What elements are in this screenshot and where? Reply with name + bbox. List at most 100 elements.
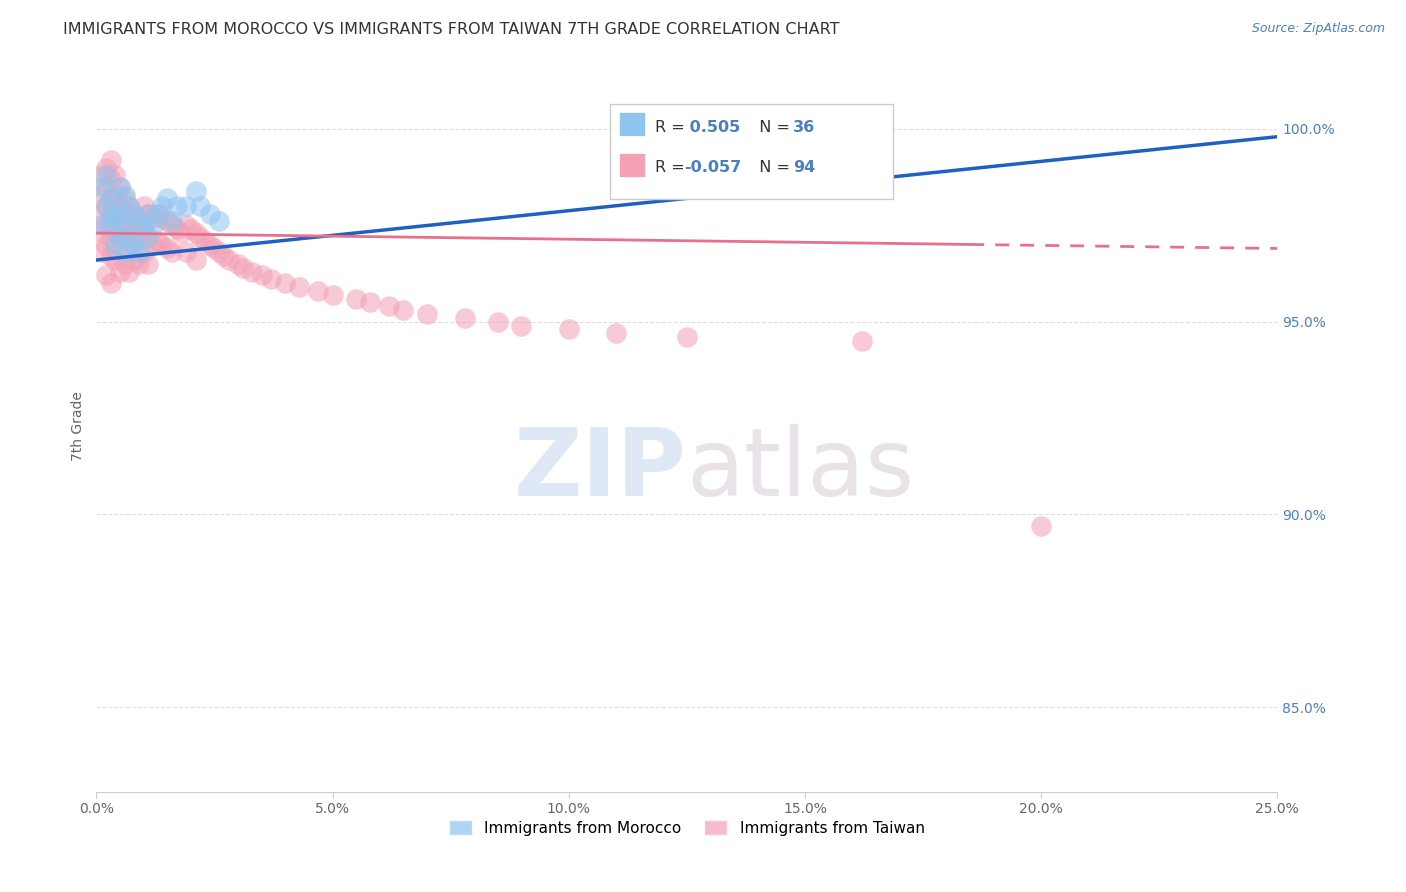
Point xyxy=(94,199,117,213)
Point xyxy=(94,219,117,233)
Point xyxy=(152,237,174,252)
Point xyxy=(174,199,197,213)
Point xyxy=(90,219,112,233)
Point xyxy=(166,199,188,213)
Point xyxy=(174,219,197,233)
Point xyxy=(184,253,207,268)
Point xyxy=(128,257,150,271)
Point xyxy=(100,249,122,263)
Point xyxy=(100,230,122,244)
Point xyxy=(136,230,159,244)
Point xyxy=(156,191,179,205)
Point xyxy=(359,295,381,310)
Point xyxy=(605,326,627,341)
Point xyxy=(122,237,145,252)
Point xyxy=(136,207,159,221)
Point xyxy=(204,242,226,256)
Point xyxy=(108,199,131,213)
Point xyxy=(274,276,297,290)
Text: Source: ZipAtlas.com: Source: ZipAtlas.com xyxy=(1251,22,1385,36)
Point xyxy=(104,187,127,202)
Point xyxy=(128,245,150,260)
Point xyxy=(90,226,112,240)
Y-axis label: 7th Grade: 7th Grade xyxy=(72,391,86,460)
Point xyxy=(307,284,329,298)
Point xyxy=(114,187,136,202)
Point xyxy=(114,257,136,271)
Text: atlas: atlas xyxy=(686,424,915,516)
Point xyxy=(104,226,127,240)
Point xyxy=(94,199,117,213)
Point xyxy=(156,214,179,228)
Point xyxy=(100,191,122,205)
Point xyxy=(118,199,141,213)
Point xyxy=(226,257,249,271)
Point xyxy=(104,253,127,268)
Point xyxy=(817,122,839,136)
Point xyxy=(104,207,127,221)
Point xyxy=(128,214,150,228)
Point xyxy=(104,168,127,182)
Text: ZIP: ZIP xyxy=(515,424,686,516)
Point xyxy=(392,303,415,318)
Point xyxy=(208,214,231,228)
Point xyxy=(114,211,136,225)
Point xyxy=(104,237,127,252)
Text: 94: 94 xyxy=(793,161,815,176)
Point xyxy=(378,299,401,313)
Point xyxy=(90,187,112,202)
Text: 0.505: 0.505 xyxy=(685,120,741,136)
Point xyxy=(160,245,183,260)
Point xyxy=(344,292,367,306)
Point xyxy=(122,253,145,268)
Point xyxy=(174,245,197,260)
Point xyxy=(118,230,141,244)
Point xyxy=(118,199,141,213)
Point xyxy=(114,191,136,205)
Point xyxy=(486,315,509,329)
Point xyxy=(198,237,221,252)
Point xyxy=(118,264,141,278)
Point xyxy=(128,230,150,244)
Text: 36: 36 xyxy=(793,120,815,136)
Point xyxy=(108,179,131,194)
Point xyxy=(152,199,174,213)
Point xyxy=(218,253,240,268)
Text: N =: N = xyxy=(749,120,796,136)
Point xyxy=(100,191,122,205)
Point xyxy=(108,207,131,221)
Point xyxy=(94,268,117,283)
Point xyxy=(128,211,150,225)
Text: N =: N = xyxy=(749,161,796,176)
Point xyxy=(232,260,254,275)
Point xyxy=(118,219,141,233)
Point xyxy=(166,222,188,236)
Point xyxy=(416,307,439,321)
Point xyxy=(122,207,145,221)
Point xyxy=(146,207,169,221)
Point xyxy=(90,168,112,182)
Point xyxy=(108,237,131,252)
Point xyxy=(114,230,136,244)
Point xyxy=(104,211,127,225)
Point xyxy=(260,272,283,286)
Point xyxy=(156,242,179,256)
Point xyxy=(851,334,873,348)
Point xyxy=(136,257,159,271)
Point xyxy=(100,207,122,221)
Point xyxy=(90,179,112,194)
FancyBboxPatch shape xyxy=(610,103,893,199)
Point xyxy=(90,207,112,221)
FancyBboxPatch shape xyxy=(620,153,645,177)
Point xyxy=(180,222,202,236)
Point xyxy=(142,211,165,225)
Point xyxy=(122,207,145,221)
Point xyxy=(100,211,122,225)
Point xyxy=(136,230,159,244)
Point xyxy=(114,245,136,260)
Text: -0.057: -0.057 xyxy=(685,161,742,176)
Point xyxy=(198,207,221,221)
Point xyxy=(170,226,193,240)
Point xyxy=(94,161,117,175)
Point xyxy=(675,330,697,344)
